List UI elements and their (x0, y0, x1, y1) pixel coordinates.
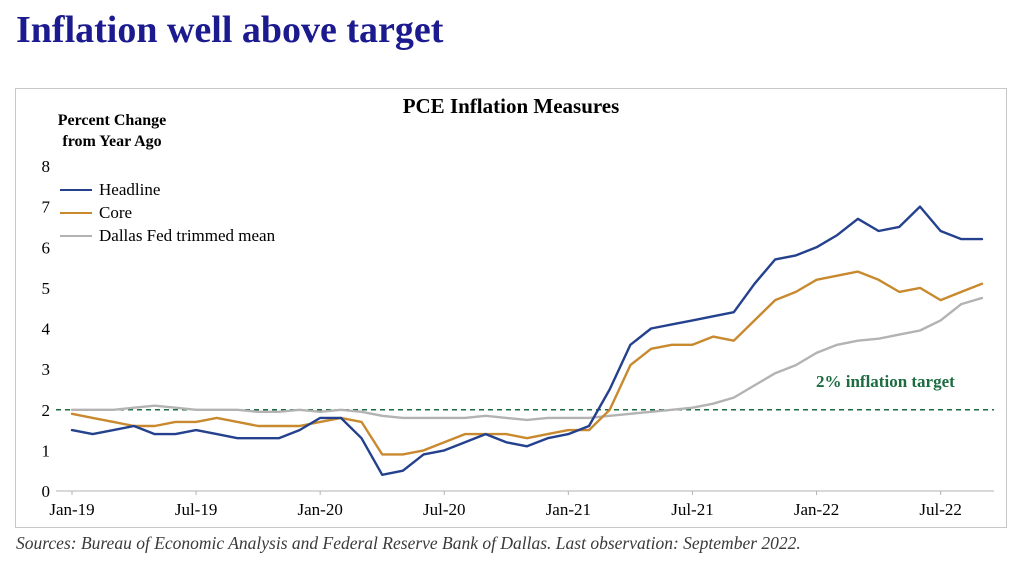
y-axis-label-line2: from Year Ago (62, 132, 162, 150)
svg-text:Jan-21: Jan-21 (546, 500, 591, 519)
svg-text:Jul-21: Jul-21 (671, 500, 714, 519)
svg-text:Jul-22: Jul-22 (919, 500, 962, 519)
y-axis-label-line1: Percent Change (57, 112, 167, 129)
y-axis-label: Percent Change from Year Ago (32, 111, 192, 153)
headline-line-swatch (60, 188, 92, 191)
svg-text:3: 3 (42, 360, 51, 379)
legend-label-trimmed-mean: Dallas Fed trimmed mean (99, 225, 276, 245)
legend-item-core: Core (60, 201, 275, 224)
pce-inflation-chart: 0 1 2 3 4 5 6 7 8 Jan-19 Jul-19 Jan-20 Jul-20 Jan-21 J… (42, 157, 994, 519)
svg-text:2: 2 (42, 401, 51, 420)
svg-text:1: 1 (42, 441, 51, 460)
svg-text:8: 8 (42, 157, 51, 176)
svg-text:0: 0 (42, 482, 51, 501)
page-title: Inflation well above target (16, 9, 444, 51)
legend-label-core: Core (99, 202, 133, 222)
source-note: Sources: Bureau of Economic Analysis and… (16, 533, 801, 553)
svg-text:5: 5 (42, 279, 51, 298)
svg-text:7: 7 (42, 198, 51, 217)
svg-text:Jul-19: Jul-19 (175, 500, 218, 519)
svg-text:Jan-22: Jan-22 (794, 500, 839, 519)
svg-text:Jan-20: Jan-20 (298, 500, 343, 519)
legend-item-trimmed-mean: Dallas Fed trimmed mean (60, 224, 275, 247)
trimmed-mean-line-swatch (60, 234, 92, 237)
inflation-target-annotation: 2% inflation target (816, 372, 955, 391)
svg-text:Jul-20: Jul-20 (423, 500, 466, 519)
chart-title: PCE Inflation Measures (402, 94, 620, 118)
svg-text:Jan-19: Jan-19 (49, 500, 94, 519)
svg-text:6: 6 (42, 238, 51, 257)
legend-item-headline: Headline (60, 178, 275, 201)
legend-label-headline: Headline (99, 179, 161, 199)
pce-inflation-chart-panel: PCE Inflation Measures Percent Change fr… (15, 88, 1007, 528)
svg-text:4: 4 (42, 320, 51, 339)
core-line-swatch (60, 211, 92, 214)
chart-legend: Headline Core Dallas Fed trimmed mean (60, 178, 275, 247)
